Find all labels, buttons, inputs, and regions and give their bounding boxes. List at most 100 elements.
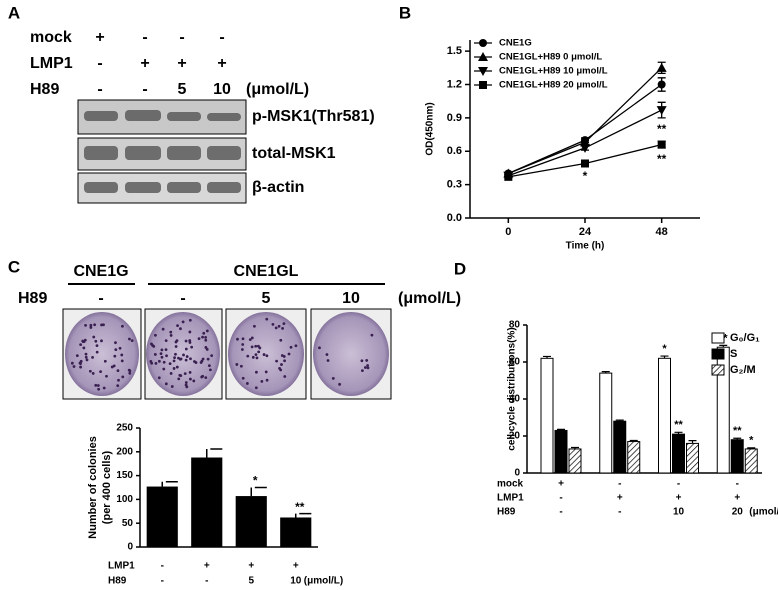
bar: [744, 448, 758, 474]
condition-mark: -: [677, 479, 680, 490]
point: [580, 143, 590, 153]
row-label: mock: [30, 29, 72, 46]
error-bar: [250, 486, 267, 497]
condition-mark: 10: [290, 576, 302, 587]
unit-label: (μmol/L): [246, 81, 309, 98]
condition-mark: -: [98, 290, 103, 307]
row-label: LMP1: [30, 55, 73, 72]
legend-label: CNE1GL+H89 20 μmol/L: [499, 80, 608, 91]
y-tick-label: 50: [122, 518, 134, 529]
point: [656, 106, 667, 116]
bar: [554, 429, 568, 474]
condition-mark: +: [177, 55, 186, 72]
point: [479, 39, 487, 47]
significance: **: [657, 152, 667, 166]
bar: [627, 441, 641, 474]
row-label: mock: [497, 479, 524, 490]
significance: *: [583, 169, 588, 183]
error-bar: [295, 512, 312, 518]
y-tick-label: 1.2: [447, 78, 462, 90]
point: [478, 67, 488, 76]
y-tick-label: 0.6: [447, 145, 462, 157]
condition-mark: -: [161, 561, 164, 572]
condition-mark: +: [217, 55, 226, 72]
y-axis-title: cell cycle distributions(%): [507, 327, 518, 450]
condition-mark: 5: [178, 81, 187, 98]
condition-mark: -: [142, 29, 147, 46]
bar: [599, 372, 613, 474]
point: [479, 81, 487, 89]
significance: **: [657, 122, 667, 136]
panel-label: D: [454, 259, 466, 278]
condition-mark: -: [142, 81, 147, 98]
point: [504, 172, 513, 181]
legend-label: S: [730, 348, 737, 360]
y-tick-label: 0.3: [447, 179, 462, 191]
legend-swatch: [711, 332, 725, 344]
legend-label: G₀/G₁: [730, 332, 760, 344]
row-label: H89: [18, 290, 47, 307]
y-tick-label: 1.5: [447, 45, 462, 57]
condition-mark: -: [97, 55, 102, 72]
plate-images: [62, 283, 392, 400]
condition-mark: -: [179, 29, 184, 46]
significance: *: [749, 435, 754, 447]
condition-mark: +: [558, 479, 564, 490]
bar: [686, 442, 699, 474]
condition-mark: +: [140, 55, 149, 72]
unit-label: (μmol/L): [398, 290, 461, 307]
condition-mark: -: [618, 479, 621, 490]
condition-mark: -: [219, 29, 224, 46]
y-tick-label: 150: [116, 470, 133, 481]
condition-mark: -: [161, 576, 164, 587]
condition-mark: -: [97, 81, 102, 98]
y-tick-label: 0.9: [447, 112, 462, 124]
blot-label: p-MSK1(Thr581): [252, 108, 375, 125]
condition-mark: +: [293, 561, 299, 572]
point: [656, 62, 667, 72]
blot-label: β-actin: [252, 179, 304, 196]
row-label: LMP1: [108, 561, 135, 572]
point: [581, 159, 589, 168]
point: [657, 140, 666, 149]
panel-label: B: [399, 3, 411, 22]
bar: [730, 439, 744, 474]
condition-mark: +: [95, 29, 104, 46]
row-label: H89: [108, 576, 127, 587]
bar: [146, 486, 178, 547]
condition-mark: +: [204, 561, 210, 572]
bar: [540, 357, 554, 474]
legend-label: CNE1GL+H89 10 μmol/L: [499, 66, 608, 77]
condition-mark: +: [676, 493, 682, 504]
error-bar: [206, 448, 223, 458]
panel-label: A: [8, 3, 20, 22]
bar: [613, 420, 627, 474]
group-label: CNE1G: [73, 263, 128, 280]
point: [478, 52, 488, 61]
legend-swatch: [711, 348, 725, 360]
y-tick-label: 250: [116, 423, 133, 434]
condition-mark: 20: [732, 507, 744, 518]
significance: **: [295, 500, 305, 514]
y-tick-label: 80: [509, 320, 521, 331]
bar: [191, 457, 223, 547]
condition-mark: +: [617, 493, 623, 504]
y-tick-label: 0: [127, 542, 133, 553]
unit-label: (μmol/L): [304, 576, 343, 587]
bar: [716, 346, 730, 474]
condition-mark: -: [736, 479, 739, 490]
y-tick-label: 40: [509, 394, 521, 405]
error-bar: [161, 481, 178, 487]
bar: [568, 448, 582, 474]
condition-mark: +: [734, 493, 740, 504]
legend-label: CNE1G: [499, 38, 532, 49]
y-axis-title: (per 400 cells): [101, 450, 113, 524]
significance: *: [662, 343, 667, 355]
condition-mark: -: [618, 507, 621, 518]
significance: **: [733, 425, 742, 437]
x-tick-label: 48: [656, 226, 668, 238]
x-tick-label: 0: [505, 226, 511, 238]
bar: [235, 496, 267, 547]
condition-mark: 10: [342, 290, 360, 307]
